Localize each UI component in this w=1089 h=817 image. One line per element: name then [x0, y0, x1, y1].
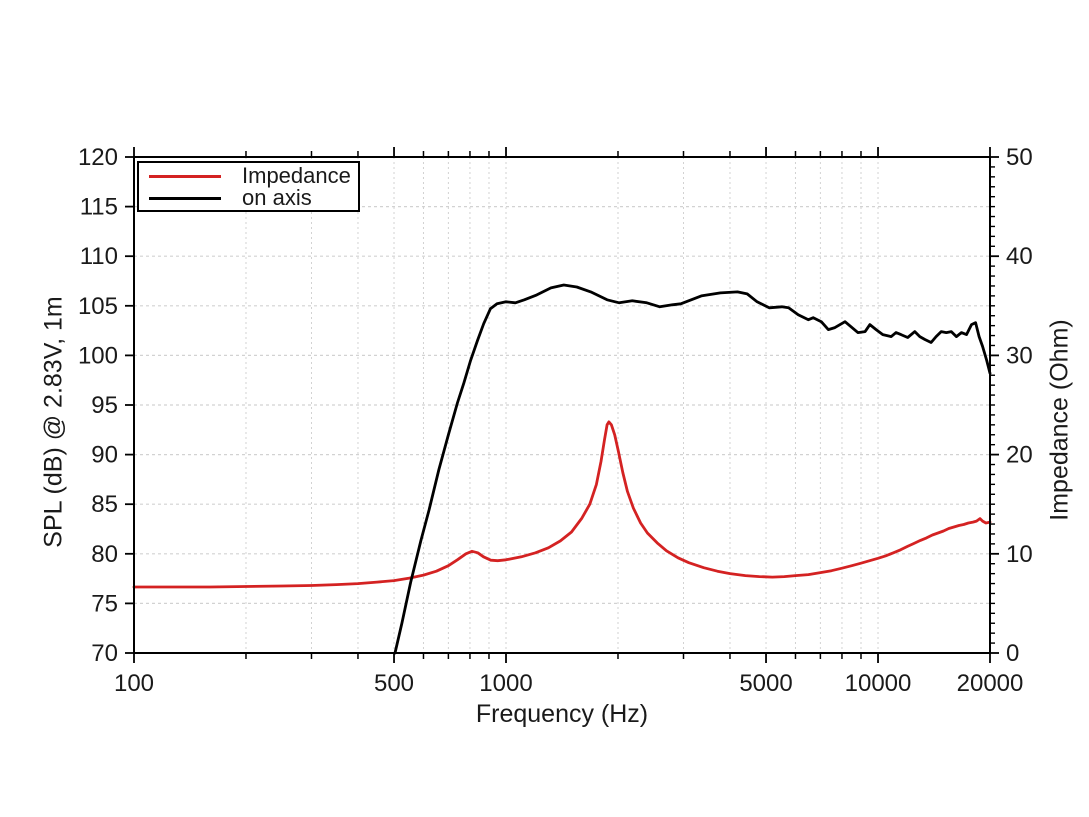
left-tick-label: 75 [91, 590, 118, 617]
x-axis-title: Frequency (Hz) [475, 700, 649, 728]
legend-item-on-axis: on axis [149, 187, 348, 209]
x-tick-label: 10000 [845, 670, 912, 697]
right-tick-label: 50 [1006, 144, 1033, 171]
series-impedance-path [132, 420, 992, 589]
x-tick-label: 20000 [957, 670, 1024, 697]
legend-label-on-axis: on axis [242, 185, 312, 210]
legend-item-impedance: Impedance [149, 163, 351, 188]
left-tick-label: 105 [78, 293, 118, 320]
x-tick-label: 100 [114, 670, 154, 697]
series-on-axis-path [393, 283, 992, 655]
legend: Impedance on axis [137, 161, 360, 212]
impedance-line-sample-icon [149, 174, 221, 178]
left-tick-label: 120 [78, 144, 118, 171]
right-tick-label: 20 [1006, 442, 1033, 469]
right-tick-label: 40 [1006, 243, 1033, 270]
left-tick-label: 95 [91, 392, 118, 419]
right-tick-label: 0 [1006, 640, 1019, 667]
right-tick-label: 10 [1006, 541, 1033, 568]
left-tick-label: 100 [78, 342, 118, 369]
x-tick-label: 500 [374, 670, 414, 697]
right-axis-title: Impedance (Ohm) [1045, 319, 1074, 521]
left-tick-label: 115 [80, 194, 118, 221]
left-tick-label: 90 [91, 442, 118, 469]
x-tick-label: 5000 [739, 670, 792, 697]
left-tick-label: 80 [91, 541, 118, 568]
on-axis-line-sample-icon [149, 196, 221, 200]
right-tick-label: 30 [1006, 342, 1033, 369]
x-tick-label: 1000 [479, 670, 532, 697]
legend-label-impedance: Impedance [242, 163, 351, 188]
left-tick-label: 85 [91, 491, 118, 518]
left-tick-label: 70 [91, 640, 118, 667]
left-axis-title: SPL (dB) @ 2.83V, 1m [39, 296, 68, 548]
left-tick-label: 110 [80, 243, 118, 270]
